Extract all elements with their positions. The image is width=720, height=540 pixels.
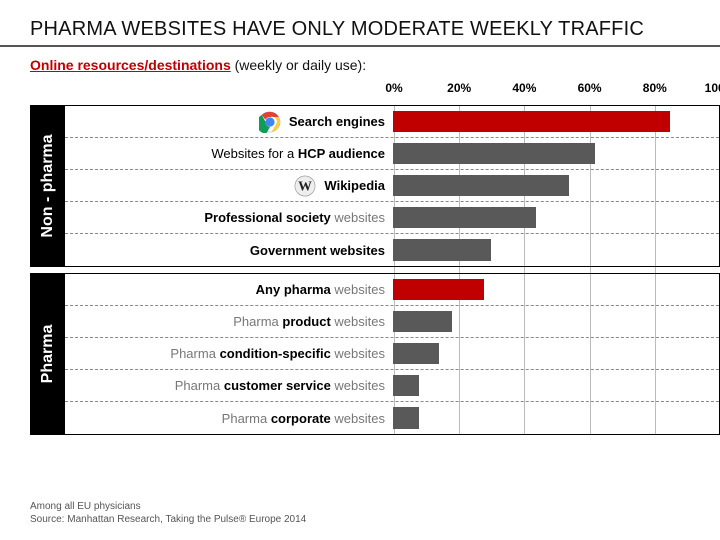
row-label: Websites for a HCP audience [65,146,393,161]
group-label-column: Pharma [31,274,65,434]
bar-area [393,306,719,337]
chart-group: Non - pharma Search engines Websites for a… [30,105,720,267]
chart-row: Pharma product websites [65,306,719,338]
title-rule [0,45,720,47]
bar [393,207,536,228]
chart-row: Any pharma websites [65,274,719,306]
row-label-text: Government websites [250,243,385,258]
bar-chart: 0% 20% 40% 60% 80% 100% Non - pharma Search en… [30,81,720,481]
row-label-text: Search engines [289,114,385,129]
row-label-text: Pharma corporate websites [222,411,385,426]
bar [393,175,569,196]
group-rows: Search engines Websites for a HCP audienc… [65,106,719,266]
chart-row: Pharma corporate websites [65,402,719,434]
row-label: Any pharma websites [65,282,393,297]
chart-group: Pharma Any pharma websites Pharma product … [30,273,720,435]
row-label: Search engines [65,111,393,133]
row-label-text: Wikipedia [324,178,385,193]
group-label-column: Non - pharma [31,106,65,266]
svg-text:W: W [299,178,313,193]
chart-groups: Non - pharma Search engines Websites for a… [30,105,720,441]
bar [393,375,419,396]
group-label: Pharma [39,325,57,384]
row-label-text: Any pharma websites [256,282,385,297]
chart-row: Websites for a HCP audience [65,138,719,170]
row-label: Pharma product websites [65,314,393,329]
bar-area [393,370,719,401]
chart-row: Pharma condition-specific websites [65,338,719,370]
slide: PHARMA WEBSITES HAVE ONLY MODERATE WEEKL… [0,0,720,540]
row-label-text: Pharma condition-specific websites [170,346,385,361]
bar [393,279,484,300]
x-tick: 20% [447,81,471,95]
wikipedia-icon: W [294,175,316,197]
bar-area [393,170,719,201]
bar [393,239,491,261]
row-label: W Wikipedia [65,175,393,197]
bar-area [393,234,719,266]
subtitle: Online resources/destinations (weekly or… [30,57,710,73]
footnote-line2: Source: Manhattan Research, Taking the P… [30,513,306,526]
x-tick: 100% [705,81,720,95]
row-label: Pharma customer service websites [65,378,393,393]
row-label-text: Pharma customer service websites [175,378,385,393]
subtitle-rest: (weekly or daily use): [231,57,366,73]
row-label-text: Pharma product websites [233,314,385,329]
footnote-line1: Among all EU physicians [30,500,306,513]
bar [393,407,419,429]
x-tick: 0% [385,81,402,95]
bar [393,143,595,164]
bar [393,111,670,132]
bar-area [393,138,719,169]
x-axis: 0%20%40%60%80%100% [394,81,720,101]
chart-row: W Wikipedia [65,170,719,202]
x-tick: 40% [512,81,536,95]
bar-area [393,106,719,137]
chrome-icon [259,111,281,133]
x-tick: 60% [578,81,602,95]
chart-row: Government websites [65,234,719,266]
row-label: Pharma condition-specific websites [65,346,393,361]
bar-area [393,338,719,369]
bar-area [393,274,719,305]
group-rows: Any pharma websites Pharma product websit… [65,274,719,434]
row-label-text: Professional society websites [204,210,385,225]
row-label: Government websites [65,243,393,258]
bar [393,311,452,332]
row-label-text: Websites for a HCP audience [211,146,385,161]
row-label: Pharma corporate websites [65,411,393,426]
page-title: PHARMA WEBSITES HAVE ONLY MODERATE WEEKL… [30,18,710,41]
footnote: Among all EU physicians Source: Manhatta… [30,500,306,526]
chart-row: Pharma customer service websites [65,370,719,402]
bar [393,343,439,364]
row-label: Professional society websites [65,210,393,225]
chart-row: Search engines [65,106,719,138]
bar-area [393,402,719,434]
subtitle-highlight: Online resources/destinations [30,57,231,73]
group-label: Non - pharma [39,134,57,237]
chart-row: Professional society websites [65,202,719,234]
x-tick: 80% [643,81,667,95]
bar-area [393,202,719,233]
